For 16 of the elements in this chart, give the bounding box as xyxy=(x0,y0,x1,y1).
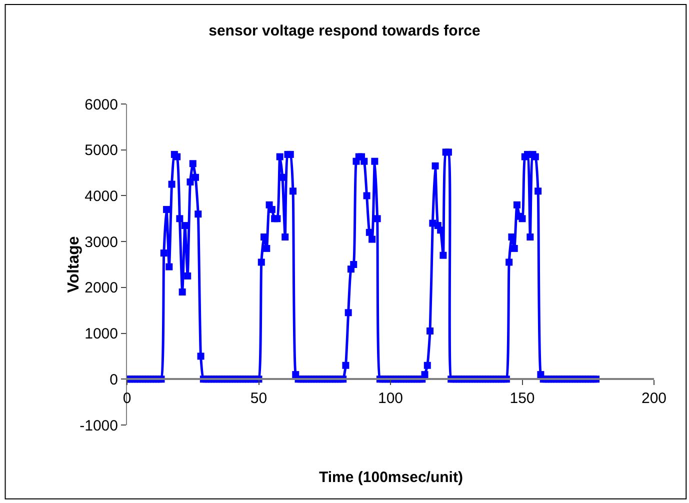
y-tick-label: 4000 xyxy=(84,188,118,205)
x-tick-label: 100 xyxy=(378,390,404,407)
y-tick-label: 3000 xyxy=(84,234,118,251)
x-tick-label: 0 xyxy=(122,390,132,407)
y-tick-label: 0 xyxy=(110,371,118,388)
x-axis-title: Time (100msec/unit) xyxy=(319,469,463,486)
y-tick-label: 2000 xyxy=(84,280,118,297)
chart-title: sensor voltage respond towards force xyxy=(208,22,480,40)
y-tick-label: 5000 xyxy=(84,142,118,160)
y-tick-label: 1000 xyxy=(84,326,118,343)
x-tick-label: 50 xyxy=(250,390,268,407)
y-tick-label: 6000 xyxy=(84,96,118,114)
x-tick-label: 150 xyxy=(510,390,535,407)
x-tick-label: 200 xyxy=(641,390,667,407)
y-tick-label: -1000 xyxy=(80,417,118,434)
y-axis-title: Voltage xyxy=(66,236,83,293)
